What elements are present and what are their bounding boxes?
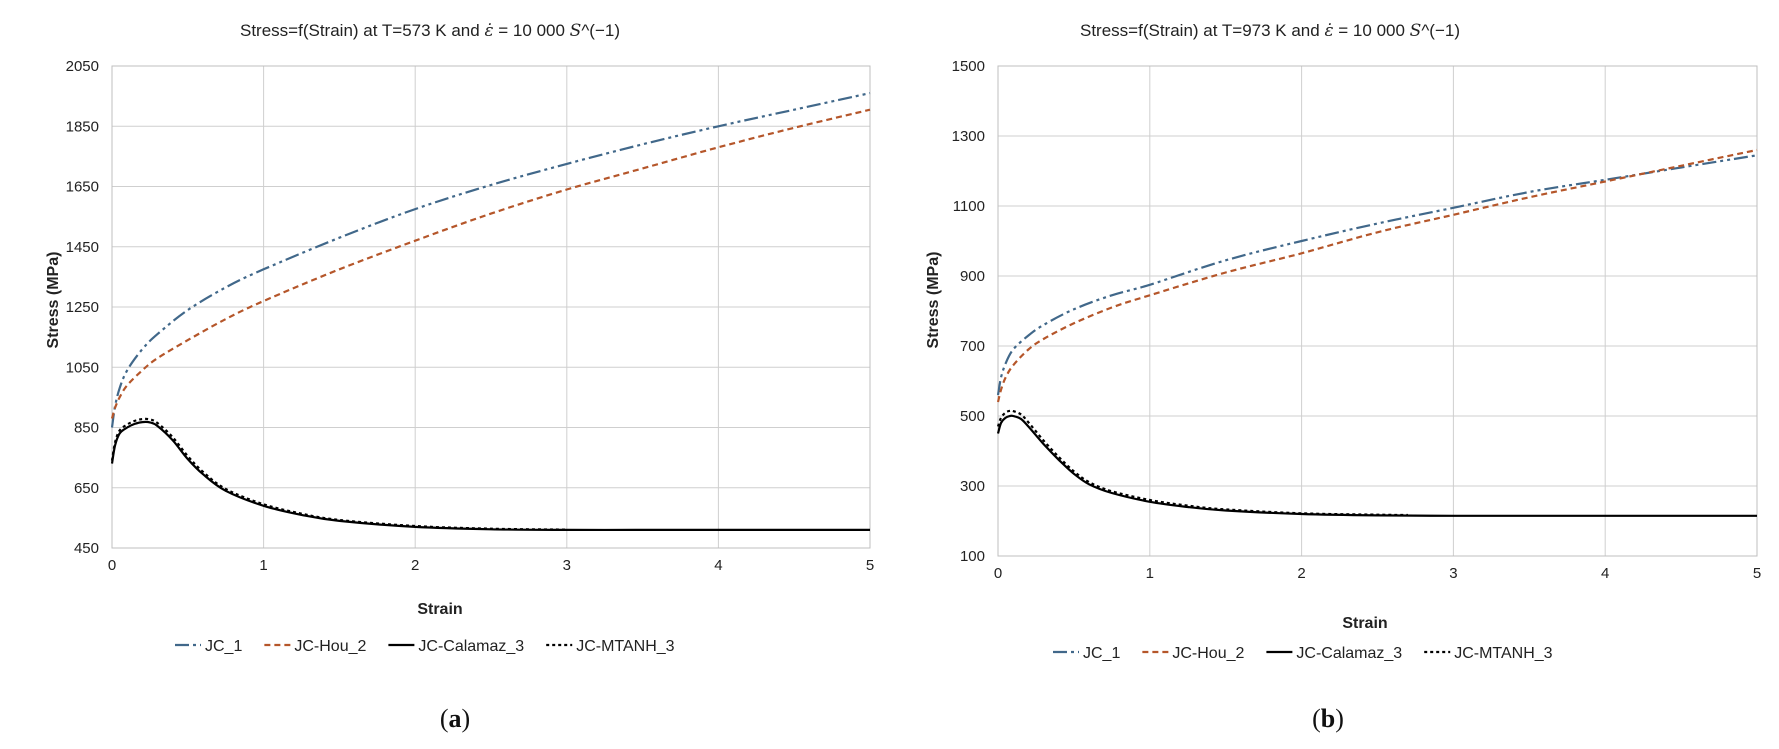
y-tick-label: 450 — [74, 540, 99, 557]
plot-frame — [111, 65, 871, 549]
y-tick-label: 850 — [74, 420, 99, 437]
x-tick-label: 2 — [1297, 565, 1305, 582]
legend-label: JC-Hou_2 — [1172, 645, 1244, 662]
y-tick-label: 500 — [960, 408, 985, 425]
legend-item: JC-Hou_2 — [1142, 645, 1244, 662]
x-axis-label: Strain — [417, 601, 462, 618]
x-axis-ticks: 0 1 2 3 4 5 — [994, 565, 1761, 582]
series-line-jc-hou-2 — [996, 148, 1758, 403]
legend-item: JC-Calamaz_3 — [1266, 645, 1402, 662]
series-line-jc-mtanh-3 — [996, 409, 1408, 517]
y-tick-label: 1300 — [952, 128, 985, 145]
grid — [111, 65, 871, 549]
y-tick-label: 100 — [960, 548, 985, 565]
legend-item: JC_1 — [1053, 645, 1120, 662]
y-tick-label: 650 — [74, 480, 99, 497]
legend: JC_1 JC-Hou_2 JC-Calamaz_3 JC-MTANH_3 — [1053, 645, 1553, 662]
y-tick-label: 2050 — [66, 58, 99, 75]
legend-label: JC-MTANH_3 — [1454, 645, 1552, 662]
x-tick-label: 4 — [714, 557, 722, 574]
y-tick-label: 1500 — [952, 58, 985, 75]
y-tick-label: 300 — [960, 478, 985, 495]
x-tick-label: 1 — [1146, 565, 1154, 582]
legend-label: JC-Hou_2 — [294, 638, 366, 655]
legend-item: JC-Hou_2 — [264, 638, 366, 655]
y-tick-label: 1250 — [66, 299, 99, 316]
series-line-jc-1 — [996, 154, 1758, 396]
y-tick-label: 900 — [960, 268, 985, 285]
series-line-jc-1 — [110, 92, 871, 428]
legend-label: JC-Calamaz_3 — [418, 638, 524, 655]
x-tick-label: 0 — [108, 557, 116, 574]
plot-frame — [997, 65, 1758, 557]
legend-label: JC_1 — [205, 638, 242, 655]
legend-label: JC-Calamaz_3 — [1296, 645, 1402, 662]
x-tick-label: 1 — [259, 557, 267, 574]
x-tick-label: 5 — [866, 557, 874, 574]
x-tick-label: 3 — [563, 557, 571, 574]
series-line-jc-calamaz-3 — [110, 420, 870, 532]
legend-item: JC_1 — [175, 638, 242, 655]
x-tick-label: 3 — [1449, 565, 1457, 582]
x-tick-label: 0 — [994, 565, 1002, 582]
x-tick-label: 2 — [411, 557, 419, 574]
series-line-jc-hou-2 — [110, 108, 871, 419]
legend-label: JC_1 — [1083, 645, 1120, 662]
y-axis-ticks: 450 650 850 1050 1250 1450 1650 1850 2050 — [66, 58, 99, 557]
legend: JC_1 JC-Hou_2 JC-Calamaz_3 JC-MTANH_3 — [175, 638, 675, 655]
y-tick-label: 1050 — [66, 359, 99, 376]
y-tick-label: 1450 — [66, 239, 99, 256]
chart-panel-b: Stress=f(Strain) at T=973 K and ε̇ = 10 … — [925, 21, 1761, 733]
y-tick-label: 1650 — [66, 179, 99, 196]
chart-panel-a: Stress=f(Strain) at T=573 K and ε̇ = 10 … — [45, 21, 874, 733]
x-tick-label: 4 — [1601, 565, 1609, 582]
legend-item: JC-Calamaz_3 — [388, 638, 524, 655]
panel-caption: (b) — [1312, 704, 1344, 733]
y-tick-label: 1850 — [66, 118, 99, 135]
y-axis-label: Stress (MPa) — [925, 252, 942, 349]
legend-item: JC-MTANH_3 — [546, 638, 675, 655]
legend-item: JC-MTANH_3 — [1424, 645, 1553, 662]
panel-caption: (a) — [440, 704, 470, 733]
x-axis-label: Strain — [1342, 615, 1387, 632]
x-tick-label: 5 — [1753, 565, 1761, 582]
series-lines — [996, 148, 1758, 517]
chart-title: Stress=f(Strain) at T=973 K and ε̇ = 10 … — [1080, 21, 1460, 41]
legend-label: JC-MTANH_3 — [576, 638, 674, 655]
series-lines — [110, 92, 871, 532]
chart-title: Stress=f(Strain) at T=573 K and ε̇ = 10 … — [240, 21, 620, 41]
y-tick-label: 1100 — [953, 198, 985, 215]
y-axis-ticks: 100 300 500 700 900 1100 1300 1500 — [952, 58, 985, 565]
y-axis-label: Stress (MPa) — [45, 252, 62, 349]
x-axis-ticks: 0 1 2 3 4 5 — [108, 557, 874, 574]
series-line-jc-calamaz-3 — [996, 414, 1757, 517]
y-tick-label: 700 — [960, 338, 985, 355]
series-line-jc-mtanh-3 — [110, 417, 567, 531]
grid — [997, 65, 1758, 557]
